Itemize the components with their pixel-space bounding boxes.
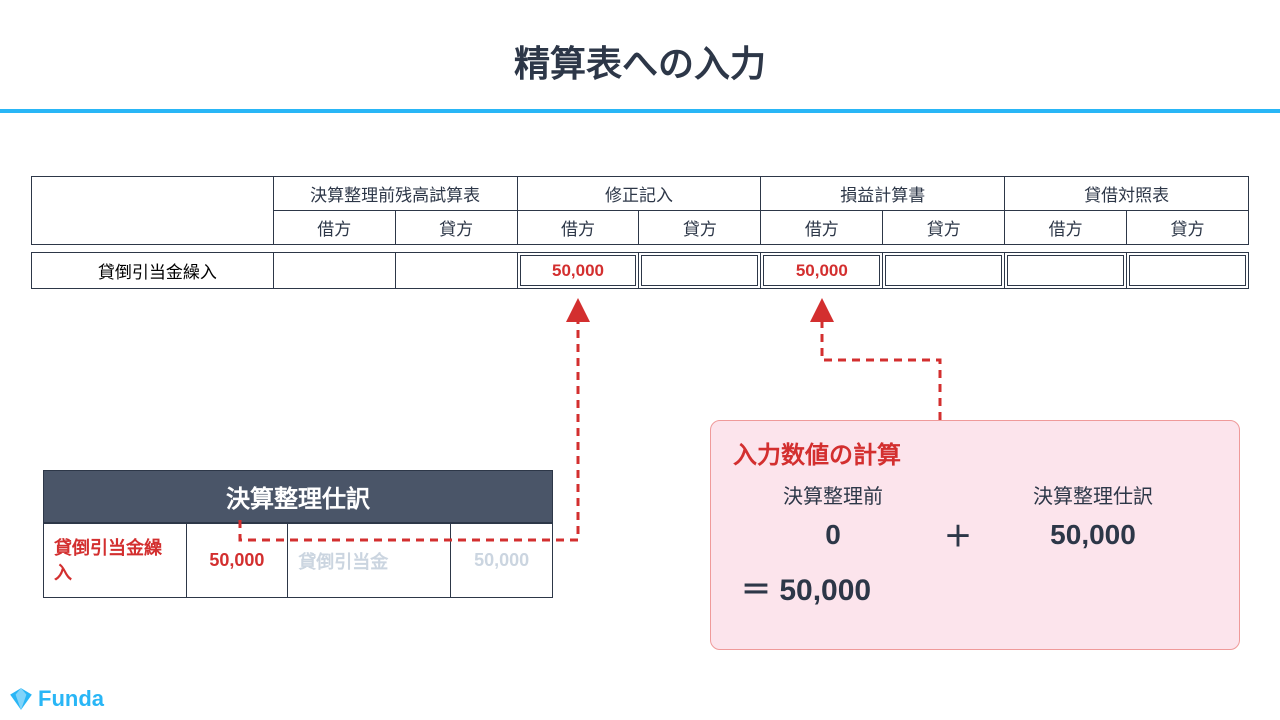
subcol-1-cr: 貸方	[395, 211, 517, 245]
calc-plus: ＋	[933, 515, 983, 555]
calculation-box: 入力数値の計算 決算整理前 決算整理仕訳 0 ＋ 50,000 ＝ 50,000	[710, 420, 1240, 650]
journal-header: 決算整理仕訳	[43, 470, 553, 523]
calc-val-2: 50,000	[983, 519, 1203, 551]
worksheet-table: 決算整理前残高試算表 修正記入 損益計算書 貸借対照表 借方 貸方 借方 貸方 …	[31, 176, 1249, 289]
section-header-4: 貸借対照表	[1005, 177, 1249, 211]
subcol-2-cr: 貸方	[639, 211, 761, 245]
subcol-4-dr: 借方	[1005, 211, 1127, 245]
cell-3: 50,000	[517, 253, 639, 289]
account-name: 貸倒引当金繰入	[32, 253, 274, 289]
cell-2	[395, 253, 517, 289]
calc-label-2: 決算整理仕訳	[983, 480, 1203, 509]
section-header-2: 修正記入	[517, 177, 761, 211]
account-header	[32, 177, 274, 245]
brand-logo: Funda	[8, 686, 104, 712]
journal-credit-amount: 50,000	[451, 524, 553, 598]
journal-debit-amount: 50,000	[186, 524, 288, 598]
journal-entry: 決算整理仕訳 貸倒引当金繰入 50,000 貸倒引当金 50,000	[43, 470, 553, 598]
cell-8	[1127, 253, 1249, 289]
journal-credit-account: 貸倒引当金	[288, 524, 451, 598]
cell-5: 50,000	[761, 253, 883, 289]
cell-7	[1005, 253, 1127, 289]
subcol-4-cr: 貸方	[1127, 211, 1249, 245]
cell-1	[273, 253, 395, 289]
logo-text: Funda	[38, 686, 104, 712]
calc-val-1: 0	[733, 519, 933, 551]
calc-label-1: 決算整理前	[733, 480, 933, 509]
subcol-2-dr: 借方	[517, 211, 639, 245]
cell-6	[883, 253, 1005, 289]
page-title: 精算表への入力	[0, 0, 1280, 109]
subcol-3-cr: 貸方	[883, 211, 1005, 245]
calc-title: 入力数値の計算	[733, 435, 1217, 470]
subcol-1-dr: 借方	[273, 211, 395, 245]
calc-result: ＝ 50,000	[733, 565, 1217, 609]
section-header-3: 損益計算書	[761, 177, 1005, 211]
subcol-3-dr: 借方	[761, 211, 883, 245]
diamond-icon	[8, 686, 34, 712]
journal-debit-account: 貸倒引当金繰入	[44, 524, 187, 598]
cell-4	[639, 253, 761, 289]
section-header-1: 決算整理前残高試算表	[273, 177, 517, 211]
